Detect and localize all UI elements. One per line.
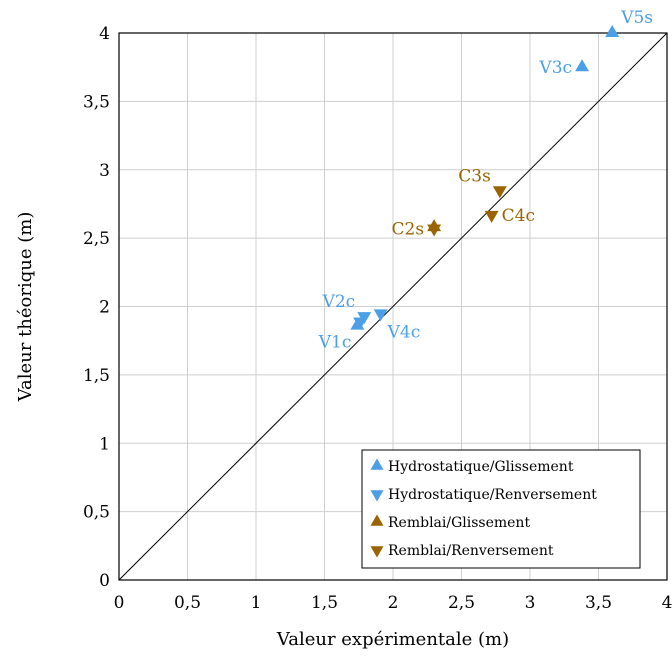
legend-box (361, 449, 641, 569)
x-tick-label: 2,5 (448, 593, 475, 613)
point-label: C2s (392, 220, 425, 240)
point-label: V3c (538, 58, 572, 78)
x-tick-label: 3 (525, 593, 536, 613)
legend-entry: Hydrostatique/Renversement (388, 487, 597, 503)
point-label: C3s (458, 166, 491, 186)
data-point-triangle-down (427, 224, 442, 237)
y-tick-label: 1,5 (83, 366, 110, 386)
x-tick-labels: 0 0,5 1 1,5 2 2,5 3 3,5 4 (114, 593, 672, 613)
legend-marker-triangle-up (370, 458, 384, 470)
y-tick-label: 4 (99, 24, 110, 44)
x-tick-label: 3,5 (585, 593, 612, 613)
point-label: V1c (318, 333, 352, 353)
y-tick-labels: 0 0,5 1 1,5 2 2,5 3 3,5 4 (83, 24, 110, 591)
y-tick-label: 0,5 (83, 503, 110, 523)
legend-entry: Remblai/Glissement (388, 515, 530, 531)
data-point-triangle-down (492, 186, 507, 199)
data-points (350, 25, 620, 330)
y-tick-label: 3 (99, 161, 110, 181)
x-axis-title: Valeur expérimentale (m) (276, 629, 509, 650)
x-tick-label: 1,5 (311, 593, 338, 613)
point-labels: V1c V3c V5s V2c V4c C2s C3s C4c (318, 8, 653, 353)
point-label: C4c (502, 206, 535, 226)
point-label: V4c (387, 322, 421, 342)
plot-frame (118, 32, 668, 581)
point-label: V5s (620, 8, 653, 28)
x-tick-label: 1 (251, 593, 262, 613)
x-tick-label: 4 (662, 593, 672, 613)
legend-marker-triangle-down (370, 490, 384, 502)
data-point-triangle-down (373, 309, 388, 322)
x-tick-label: 2 (388, 593, 399, 613)
grid-lines (119, 33, 667, 580)
point-label: V2c (322, 292, 356, 312)
legend-marker-triangle-down (370, 546, 384, 558)
y-tick-label: 0 (99, 571, 110, 591)
x-tick-label: 0 (114, 593, 125, 613)
legend-entry: Remblai/Renversement (388, 543, 554, 559)
y-axis-title: Valeur théorique (m) (15, 212, 36, 403)
data-point-triangle-down (484, 210, 499, 223)
data-point-triangle-down (357, 312, 372, 325)
x-tick-label: 0,5 (174, 593, 201, 613)
legend: Hydrostatique/Glissement Hydrostatique/Re… (361, 449, 641, 569)
data-point-triangle-up (605, 25, 620, 37)
y-tick-label: 2,5 (83, 229, 110, 249)
y-tick-label: 2 (99, 298, 110, 318)
reference-line (118, 32, 668, 581)
y-tick-label: 1 (99, 434, 110, 454)
data-point-triangle-up (575, 59, 590, 72)
y-tick-label: 3,5 (83, 92, 110, 112)
legend-marker-triangle-up (370, 514, 384, 526)
legend-entry: Hydrostatique/Glissement (388, 459, 574, 475)
